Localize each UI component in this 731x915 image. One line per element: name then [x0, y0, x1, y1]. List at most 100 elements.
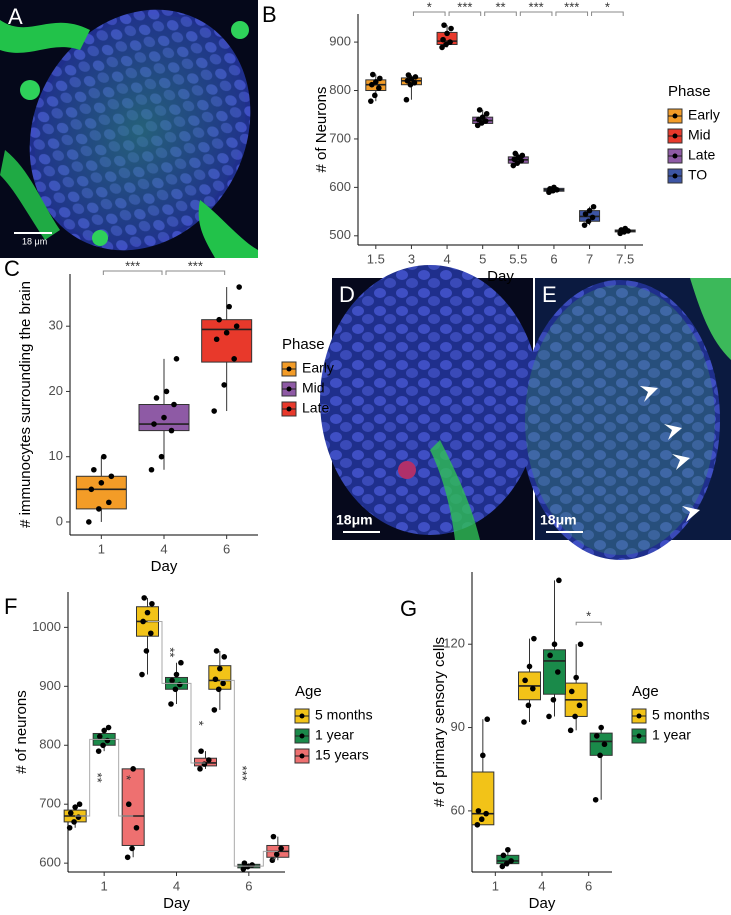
point — [499, 863, 506, 870]
y-tick-label: 600 — [329, 179, 351, 194]
x-tick-label: 5.5 — [509, 251, 527, 266]
y-tick-label: 10 — [49, 448, 63, 463]
point — [278, 845, 284, 852]
box — [589, 732, 613, 756]
scale-bar-label: 18μm — [540, 512, 577, 528]
point — [586, 207, 593, 214]
point — [500, 852, 507, 859]
x-axis-label: Day — [487, 268, 514, 285]
point — [412, 74, 419, 80]
point — [148, 466, 155, 473]
legend-title: Phase — [668, 83, 711, 100]
bracket — [176, 682, 206, 764]
tissue-glow — [34, 14, 246, 246]
point — [88, 486, 95, 493]
point — [101, 453, 107, 460]
point — [106, 499, 112, 506]
y-tick-label: 800 — [329, 82, 351, 97]
point — [482, 118, 489, 124]
y-tick-label: 900 — [39, 678, 61, 693]
point — [522, 677, 528, 684]
point — [108, 473, 115, 480]
point — [530, 685, 536, 692]
point — [556, 577, 562, 584]
legend-label: Early — [688, 107, 720, 123]
bracket — [591, 11, 624, 16]
point — [249, 862, 255, 868]
legend-key-dot — [299, 753, 305, 759]
x-tick-label: 5 — [479, 251, 486, 266]
image-e: 18μm E — [520, 278, 731, 560]
point — [124, 854, 131, 861]
y-tick-label: 1000 — [32, 619, 61, 634]
point — [173, 356, 180, 362]
y-tick-label: 30 — [49, 318, 63, 333]
point — [273, 851, 280, 858]
significance: * — [192, 721, 207, 726]
point — [151, 421, 157, 427]
green-signal — [430, 440, 480, 540]
point — [598, 724, 604, 731]
bracket — [412, 11, 446, 16]
legend-label: Mid — [688, 127, 711, 143]
point — [405, 72, 412, 78]
point — [211, 707, 218, 713]
y-axis-label: # of Neurons — [313, 87, 330, 173]
point — [129, 845, 135, 852]
x-tick-label: 4 — [173, 878, 180, 893]
bracket — [147, 620, 177, 684]
significance: *** — [457, 0, 472, 14]
y-axis-label: # immunocytes surrounding the brain — [17, 281, 34, 528]
arrows — [640, 386, 700, 522]
point — [577, 641, 584, 648]
legend-label: 1 year — [652, 727, 691, 743]
point — [139, 671, 145, 678]
green-signal — [0, 20, 90, 53]
point — [226, 303, 232, 310]
legend-key-dot — [286, 386, 292, 392]
point — [592, 796, 599, 803]
image-a: 18 μm A — [0, 0, 258, 258]
box — [543, 649, 566, 695]
point — [474, 821, 481, 828]
panel-label: B — [262, 2, 277, 27]
x-tick-label: 1 — [98, 541, 105, 556]
point — [373, 78, 379, 85]
point — [411, 79, 418, 86]
point — [216, 316, 222, 323]
point — [576, 702, 583, 709]
point — [215, 686, 222, 693]
point — [372, 92, 378, 99]
arrow — [640, 386, 658, 402]
box — [138, 404, 190, 432]
point — [483, 110, 490, 117]
point — [158, 453, 165, 460]
point — [622, 225, 628, 232]
significance: * — [586, 609, 591, 624]
y-tick-label: 90 — [451, 719, 465, 734]
significance: * — [119, 775, 134, 780]
point — [141, 595, 147, 601]
point — [125, 801, 132, 808]
point — [440, 36, 446, 43]
point — [568, 688, 575, 695]
tissue — [520, 280, 720, 560]
point — [171, 401, 177, 408]
point — [241, 860, 248, 866]
panel-label: D — [339, 282, 355, 307]
legend-label: 5 months — [315, 707, 373, 723]
y-tick-label: 60 — [451, 802, 465, 817]
point — [66, 824, 73, 831]
point — [439, 44, 445, 51]
point — [572, 713, 578, 720]
y-tick-label: 500 — [329, 227, 351, 242]
point — [172, 686, 179, 693]
legend-key-dot — [672, 113, 678, 119]
point — [597, 752, 603, 759]
point — [231, 356, 237, 362]
point — [91, 466, 97, 473]
legend-key-dot — [672, 153, 678, 159]
point — [168, 701, 174, 707]
